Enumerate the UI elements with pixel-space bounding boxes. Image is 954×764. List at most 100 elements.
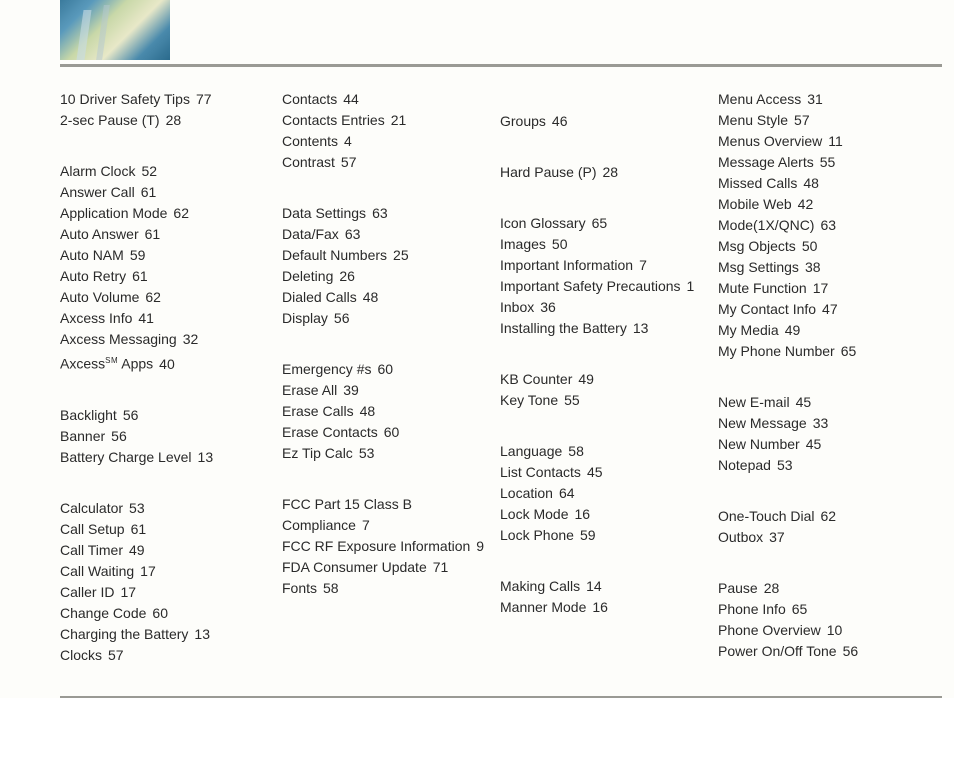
index-page-number: 65 — [592, 215, 608, 231]
index-topic: Data/Fax — [282, 226, 339, 242]
index-page-number: 62 — [173, 205, 189, 221]
index-topic: Menu Access — [718, 91, 801, 107]
index-topic: Msg Objects — [718, 238, 796, 254]
index-page-number: 60 — [384, 424, 400, 440]
index-page-number: 56 — [843, 643, 859, 659]
index-page-number: 65 — [841, 343, 857, 359]
index-entry: Lock Phone59 — [500, 525, 718, 546]
index-page-number: 13 — [194, 626, 210, 642]
superscript: SM — [105, 356, 118, 365]
index-entry: 2-sec Pause (T)28 — [60, 110, 282, 131]
index-page-number: 14 — [586, 578, 602, 594]
index-page-number: 77 — [196, 91, 212, 107]
index-column-3: Groups46Hard Pause (P)28Icon Glossary65I… — [500, 89, 718, 666]
index-topic: Answer Call — [60, 184, 135, 200]
index-entry: My Phone Number 65 — [718, 341, 918, 362]
index-page-number: 42 — [798, 196, 814, 212]
index-topic: Erase Contacts — [282, 424, 378, 440]
index-entry: Phone Overview10 — [718, 620, 918, 641]
index-topic: Call Waiting — [60, 563, 134, 579]
index-topic: Ez Tip Calc — [282, 445, 353, 461]
index-topic: Inbox — [500, 299, 534, 315]
index-topic: Mobile Web — [718, 196, 792, 212]
index-topic: Power On/Off Tone — [718, 643, 837, 659]
index-group: Contacts44Contacts Entries21Contents4Con… — [282, 89, 500, 173]
index-topic: Fonts — [282, 580, 317, 596]
index-page-number: 49 — [785, 322, 801, 338]
index-entry: Contacts Entries21 — [282, 110, 500, 131]
index-topic: Calculator — [60, 500, 123, 516]
index-topic-cont: Apps — [118, 356, 153, 372]
index-entry: Lock Mode16 — [500, 504, 718, 525]
index-entry: Application Mode 62 — [60, 203, 282, 224]
index-page-number: 55 — [564, 392, 580, 408]
index-page-number: 32 — [183, 331, 199, 347]
index-topic: Call Timer — [60, 542, 123, 558]
index-topic: My Phone Number — [718, 343, 835, 359]
index-page-number: 65 — [792, 601, 808, 617]
index-entry: Power On/Off Tone 56 — [718, 641, 918, 662]
index-topic: Deleting — [282, 268, 333, 284]
index-topic: Display — [282, 310, 328, 326]
index-topic: Phone Info — [718, 601, 786, 617]
index-topic: Location — [500, 485, 553, 501]
index-page: 10 Driver Safety Tips 77 2-sec Pause (T)28… — [0, 0, 954, 698]
index-entry: Groups46 — [500, 111, 718, 132]
index-entry: Display56 — [282, 308, 500, 329]
index-topic: 10 Driver Safety Tips — [60, 91, 190, 107]
index-page-number: 17 — [140, 563, 156, 579]
index-page-number: 44 — [343, 91, 359, 107]
index-entry: 10 Driver Safety Tips 77 — [60, 89, 282, 110]
index-page-number: 45 — [587, 464, 603, 480]
bottom-divider — [60, 696, 942, 698]
index-entry: Menu Style57 — [718, 110, 918, 131]
index-entry: Mobile Web 42 — [718, 194, 918, 215]
index-page-number: 61 — [141, 184, 157, 200]
index-page-number: 60 — [377, 361, 393, 377]
index-column-2: Contacts44Contacts Entries21Contents4Con… — [282, 89, 500, 666]
index-group: Data Settings63Data/Fax63Default Numbers… — [282, 203, 500, 329]
index-topic: Images — [500, 236, 546, 252]
index-entry: Banner56 — [60, 426, 282, 447]
index-entry: Auto Answer61 — [60, 224, 282, 245]
index-page-number: 11 — [828, 133, 843, 149]
index-page-number: 50 — [802, 238, 818, 254]
index-page-number: 58 — [323, 580, 339, 596]
index-group: Calculator53Call Setup61Call Timer49Call… — [60, 498, 282, 666]
index-entry: Contacts44 — [282, 89, 500, 110]
index-page-number: 26 — [339, 268, 355, 284]
index-topic: Axcess Messaging — [60, 331, 177, 347]
index-topic: Contacts Entries — [282, 112, 385, 128]
index-entry: Contrast57 — [282, 152, 500, 173]
index-page-number: 48 — [803, 175, 819, 191]
index-column-4: Menu Access31Menu Style57Menus Overview1… — [718, 89, 918, 666]
index-topic: FCC RF Exposure Information — [282, 538, 470, 554]
index-page-number: 7 — [639, 257, 647, 273]
index-entry: List Contacts45 — [500, 462, 718, 483]
index-topic: Application Mode — [60, 205, 167, 221]
index-page-number: 50 — [552, 236, 568, 252]
index-entry: Auto Volume62 — [60, 287, 282, 308]
index-group: Alarm Clock52Answer Call61Application Mo… — [60, 161, 282, 375]
index-page-number: 17 — [120, 584, 136, 600]
index-entry: Outbox37 — [718, 527, 918, 548]
index-topic: New Message — [718, 415, 807, 431]
index-topic: Pause — [718, 580, 758, 596]
index-topic: Key Tone — [500, 392, 558, 408]
index-topic: Clocks — [60, 647, 102, 663]
index-entry: Call Setup61 — [60, 519, 282, 540]
index-page-number: 62 — [145, 289, 161, 305]
index-page-number: 41 — [138, 310, 154, 326]
index-entry: Erase Contacts 60 — [282, 422, 500, 443]
index-group: Icon Glossary65Images50Important Informa… — [500, 213, 718, 339]
index-entry: Axcess Messaging 32 — [60, 329, 282, 350]
index-topic: Change Code — [60, 605, 146, 621]
index-entry: Charging the Battery13 — [60, 624, 282, 645]
index-topic: Erase Calls — [282, 403, 354, 419]
index-topic: Groups — [500, 113, 546, 129]
index-entry: Dialed Calls48 — [282, 287, 500, 308]
index-page-number: 57 — [794, 112, 810, 128]
index-page-number: 60 — [152, 605, 168, 621]
index-group: Groups46 — [500, 111, 718, 132]
index-entry: Caller ID17 — [60, 582, 282, 603]
